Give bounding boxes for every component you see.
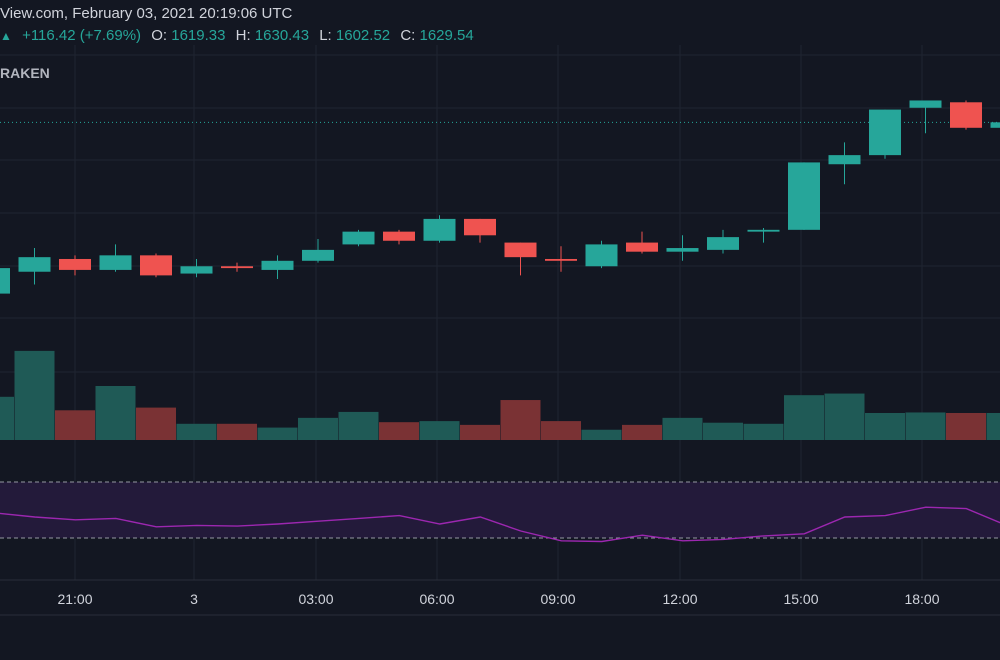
volume-bar xyxy=(95,386,136,440)
volume-bar xyxy=(662,417,703,440)
candle-body xyxy=(504,242,537,258)
volume-bar xyxy=(379,422,419,440)
volume-bar xyxy=(500,400,541,440)
candle-body xyxy=(788,162,820,230)
ohlc-legend: ▲ +116.42 (+7.69%) O: 1619.33 H: 1630.43… xyxy=(0,27,474,44)
volume-bar xyxy=(298,417,338,440)
candle-body xyxy=(707,237,739,250)
volume-bar xyxy=(55,410,95,440)
candle-body xyxy=(626,242,658,252)
close-value: 1629.54 xyxy=(419,27,474,44)
candle-body xyxy=(302,249,334,261)
candle-body xyxy=(950,102,982,128)
candle-body xyxy=(180,266,213,274)
volume-bar xyxy=(703,422,743,440)
candle-body xyxy=(99,255,132,270)
volume-bar xyxy=(784,395,824,440)
x-tick-label: 06:00 xyxy=(419,591,454,607)
chart-source-line: View.com, February 03, 2021 20:19:06 UTC xyxy=(0,5,292,22)
volume-bar xyxy=(460,424,500,440)
candle-body xyxy=(423,218,456,241)
candle-body xyxy=(869,109,901,156)
rsi-line xyxy=(0,506,1000,543)
candle-body xyxy=(261,260,294,270)
low-label: L: xyxy=(319,27,332,44)
candle-body xyxy=(464,218,496,236)
high-label: H: xyxy=(235,27,251,44)
volume-bar xyxy=(419,421,460,440)
volume-bar xyxy=(0,396,14,440)
x-tick-label: 15:00 xyxy=(783,591,818,607)
candle-body xyxy=(59,258,91,270)
low-value: 1602.52 xyxy=(335,27,391,44)
candle-body xyxy=(545,258,577,261)
x-tick-label: 09:00 xyxy=(540,591,575,607)
rsi-band xyxy=(0,482,1000,538)
volume-bar xyxy=(622,424,662,440)
volume-bar xyxy=(136,407,176,440)
volume-bar xyxy=(257,427,298,440)
x-tick-label: 3 xyxy=(190,591,198,607)
volume-bar xyxy=(743,423,784,440)
open-label: O: xyxy=(151,27,168,44)
close-label: C: xyxy=(400,27,416,44)
volume-bar xyxy=(865,413,905,440)
exchange-label: RAKEN xyxy=(0,65,50,81)
volume-bar xyxy=(581,429,622,440)
x-tick-label: 12:00 xyxy=(662,591,697,607)
volume-bar xyxy=(338,411,379,440)
volume-bar xyxy=(541,421,581,440)
x-tick-label: 18:00 xyxy=(904,591,939,607)
candle-body xyxy=(18,257,51,272)
volume-bar xyxy=(14,350,55,440)
volume-bar xyxy=(905,412,946,440)
candle-body xyxy=(666,248,699,252)
up-triangle-icon: ▲ xyxy=(0,29,12,43)
volume-bar xyxy=(176,423,217,440)
candle-body xyxy=(342,231,375,245)
volume-bar xyxy=(217,423,257,440)
candle-body xyxy=(0,268,10,294)
change-value: +116.42 (+7.69%) xyxy=(22,27,142,44)
volume-bar xyxy=(824,393,865,440)
x-tick-label: 21:00 xyxy=(57,591,92,607)
open-value: 1619.33 xyxy=(171,27,226,44)
volume-bar xyxy=(986,413,1000,440)
x-tick-label: 03:00 xyxy=(298,591,333,607)
volume-bar xyxy=(946,413,986,440)
candle-body xyxy=(221,266,253,269)
source-title: View.com, February 03, 2021 20:19:06 UTC xyxy=(0,5,293,22)
candle-body xyxy=(383,231,415,241)
candle-body xyxy=(909,100,942,108)
candle-body xyxy=(747,229,780,232)
candle-body xyxy=(140,255,172,276)
candle-body xyxy=(828,155,861,165)
candle-body xyxy=(585,244,618,267)
candle-body xyxy=(990,122,1000,128)
high-value: 1630.43 xyxy=(254,27,310,44)
